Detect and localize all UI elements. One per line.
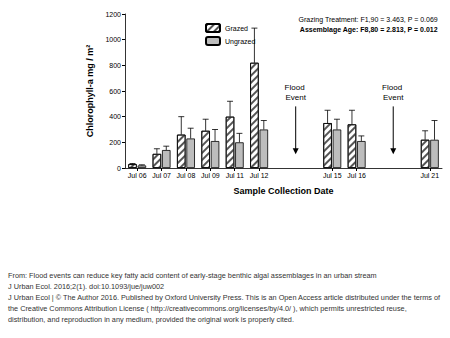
- svg-text:Jul 12: Jul 12: [250, 172, 269, 179]
- html-text:J Urban Ecol. 2016;2(1). doi:1: J Urban Ecol. 2016;2(1). doi:10.1093/jue…: [8, 282, 165, 291]
- svg-text:Event: Event: [285, 93, 306, 102]
- svg-text:Grazed: Grazed: [225, 25, 248, 32]
- svg-text:Event: Event: [383, 93, 404, 102]
- svg-text:Chlorophyll-a mg / m²: Chlorophyll-a mg / m²: [85, 45, 95, 138]
- svg-text:Ungrazed: Ungrazed: [225, 38, 255, 46]
- svg-text:Jul 11: Jul 11: [226, 172, 244, 179]
- svg-text:1200: 1200: [105, 11, 121, 18]
- html-text:J Urban Ecol | © The Author 20: J Urban Ecol | © The Author 2016. Publis…: [8, 293, 441, 324]
- svg-text:Jul 07: Jul 07: [152, 172, 171, 179]
- svg-text:200: 200: [109, 139, 121, 146]
- svg-text:Jul 16: Jul 16: [347, 172, 366, 179]
- svg-text:Jul 21: Jul 21: [420, 172, 439, 179]
- svg-text:Grazing Treatment: F1,90 = 3.4: Grazing Treatment: F1,90 = 3.463, P = 0.…: [299, 16, 438, 24]
- svg-text:Flood: Flood: [382, 83, 404, 92]
- svg-text:Jul 06: Jul 06: [128, 172, 147, 179]
- svg-text:800: 800: [109, 62, 121, 69]
- svg-text:0: 0: [117, 165, 121, 172]
- svg-text:400: 400: [109, 113, 121, 120]
- svg-text:Jul 09: Jul 09: [201, 172, 220, 179]
- svg-text:Sample Collection Date: Sample Collection Date: [233, 186, 333, 196]
- svg-text:Jul 15: Jul 15: [323, 172, 342, 179]
- svg-text:Assemblage Age: F8,80 = 2.813,: Assemblage Age: F8,80 = 2.813, P = 0.012: [300, 26, 438, 34]
- svg-text:Flood: Flood: [285, 83, 307, 92]
- svg-text:600: 600: [109, 88, 121, 95]
- html-text:From: Flood events can reduce: From: Flood events can reduce key fatty …: [8, 271, 377, 280]
- svg-text:1000: 1000: [105, 36, 121, 43]
- svg-text:Jul 08: Jul 08: [177, 172, 196, 179]
